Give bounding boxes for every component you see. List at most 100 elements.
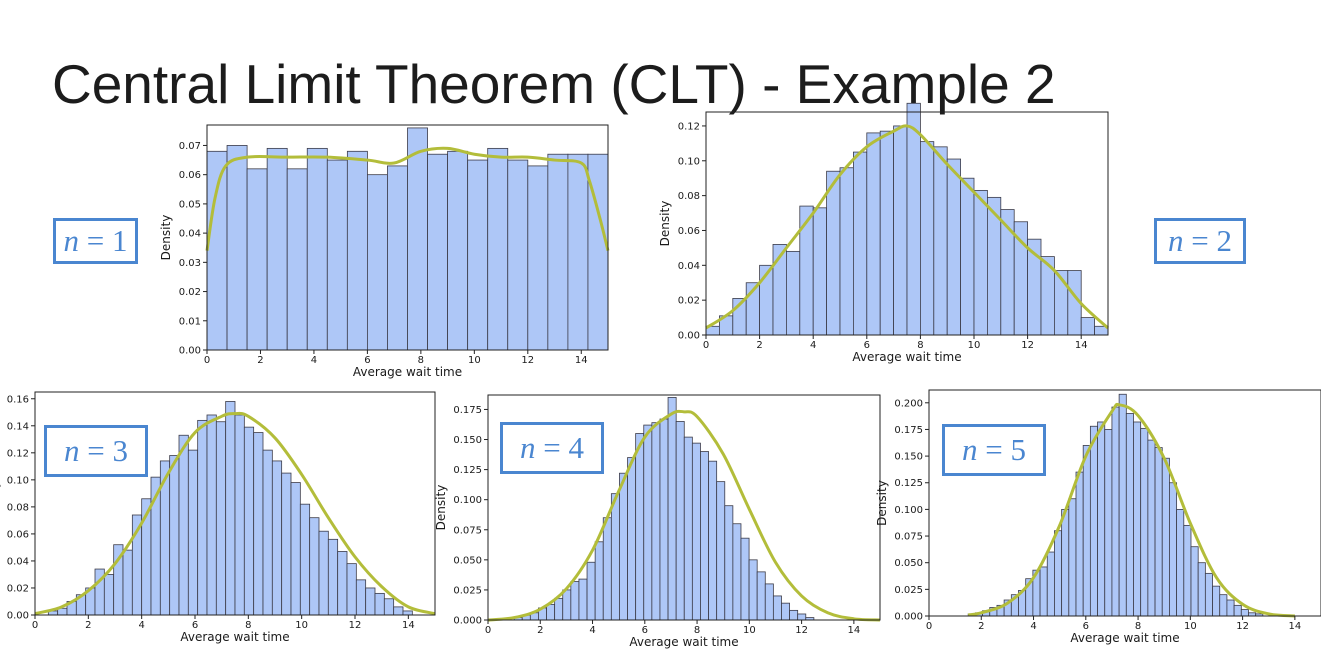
histogram-bar — [1068, 498, 1077, 617]
histogram-bar — [1161, 457, 1170, 617]
y-tick-label: 0.100 — [453, 495, 482, 506]
n-symbol: n — [962, 432, 978, 467]
histogram-bar — [1125, 413, 1134, 617]
x-tick-label: 8 — [694, 625, 700, 636]
x-tick-label: 10 — [968, 340, 981, 351]
y-tick-label: 0.10 — [7, 475, 29, 486]
histogram-bar — [1176, 508, 1185, 617]
kde-curve — [487, 409, 881, 622]
x-tick-label: 0 — [32, 620, 38, 631]
x-tick-label: 14 — [847, 625, 860, 636]
histogram-bar — [1169, 482, 1178, 617]
x-tick-label: 4 — [1030, 621, 1036, 632]
y-tick-label: 0.000 — [894, 612, 923, 623]
y-tick-label: 0.02 — [179, 287, 201, 298]
histogram-bar — [1118, 393, 1127, 617]
x-tick-label: 6 — [642, 625, 648, 636]
x-tick-label: 10 — [295, 620, 308, 631]
histogram-bar — [1240, 609, 1249, 617]
kde-curve — [34, 411, 436, 616]
y-tick-label: 0.14 — [7, 421, 29, 432]
n-value: 1 — [111, 223, 128, 258]
sample-size-label-n5: n = 5 — [942, 424, 1046, 476]
n-value: 3 — [112, 433, 128, 468]
x-tick-label: 10 — [468, 355, 481, 366]
histogram-bar — [1140, 427, 1149, 617]
x-tick-label: 14 — [1075, 340, 1088, 351]
y-tick-label: 0.08 — [7, 502, 29, 513]
x-tick-label: 12 — [521, 355, 534, 366]
x-tick-label: 12 — [1236, 621, 1249, 632]
x-axis-label: Average wait time — [629, 635, 738, 649]
histogram-bar — [1226, 599, 1235, 617]
x-tick-label: 8 — [917, 340, 923, 351]
y-tick-label: 0.00 — [678, 331, 700, 342]
x-tick-label: 0 — [703, 340, 709, 351]
x-tick-label: 4 — [311, 355, 317, 366]
n-value: 2 — [1216, 223, 1232, 258]
histogram-bar — [1046, 551, 1055, 617]
x-tick-label: 0 — [926, 621, 932, 632]
y-tick-label: 0.125 — [453, 465, 482, 476]
plot-frame — [928, 389, 1321, 617]
kde-curve — [967, 402, 1295, 618]
x-tick-label: 8 — [1135, 621, 1141, 632]
y-tick-label: 0.025 — [894, 585, 923, 596]
histogram-bar — [1154, 447, 1163, 617]
x-tick-label: 8 — [245, 620, 251, 631]
sample-size-label-n1: n = 1 — [53, 218, 138, 264]
y-tick-label: 0.06 — [7, 529, 29, 540]
sample-size-label-n2: n = 2 — [1154, 218, 1246, 264]
equals-sign: = — [535, 430, 569, 465]
bars — [206, 127, 609, 351]
x-tick-label: 0 — [204, 355, 210, 366]
x-tick-label: 6 — [364, 355, 370, 366]
y-tick-label: 0.150 — [894, 452, 923, 463]
x-tick-label: 14 — [1288, 621, 1301, 632]
histogram-bar — [1039, 566, 1048, 617]
kde-curve — [205, 146, 610, 252]
histogram-bar — [1197, 562, 1206, 617]
n-value: 5 — [1010, 432, 1026, 467]
histogram-bar — [1097, 421, 1106, 617]
n-symbol: n — [63, 223, 80, 258]
n-value: 4 — [568, 430, 584, 465]
x-tick-label: 10 — [1184, 621, 1197, 632]
y-tick-label: 0.12 — [678, 121, 700, 132]
x-tick-label: 4 — [589, 625, 595, 636]
y-tick-label: 0.025 — [453, 585, 482, 596]
x-tick-label: 14 — [402, 620, 415, 631]
x-axis-label: Average wait time — [353, 365, 462, 379]
equals-sign: = — [977, 432, 1011, 467]
y-axis-label: Density — [159, 215, 173, 261]
histogram-bar — [1082, 445, 1091, 617]
plot-frame — [34, 391, 436, 616]
histogram-bar — [1075, 471, 1084, 617]
histogram-bar — [1183, 524, 1192, 617]
y-tick-label: 0.02 — [678, 296, 700, 307]
histogram-bar — [1133, 421, 1142, 617]
histogram-bar — [1147, 439, 1156, 617]
y-tick-label: 0.07 — [179, 141, 201, 152]
x-tick-label: 2 — [85, 620, 91, 631]
bars — [513, 397, 815, 621]
x-axis-label: Average wait time — [852, 350, 961, 364]
y-tick-label: 0.04 — [7, 556, 29, 567]
y-tick-label: 0.050 — [894, 558, 923, 569]
x-tick-label: 4 — [810, 340, 816, 351]
y-tick-label: 0.075 — [894, 532, 923, 543]
y-tick-label: 0.150 — [453, 435, 482, 446]
plot-frame — [705, 111, 1109, 336]
y-tick-label: 0.16 — [7, 394, 29, 405]
y-tick-label: 0.06 — [678, 226, 700, 237]
histogram-bar — [1212, 585, 1221, 617]
x-tick-label: 2 — [257, 355, 263, 366]
y-tick-label: 0.04 — [678, 261, 700, 272]
x-tick-label: 8 — [418, 355, 424, 366]
y-tick-label: 0.05 — [179, 199, 201, 210]
